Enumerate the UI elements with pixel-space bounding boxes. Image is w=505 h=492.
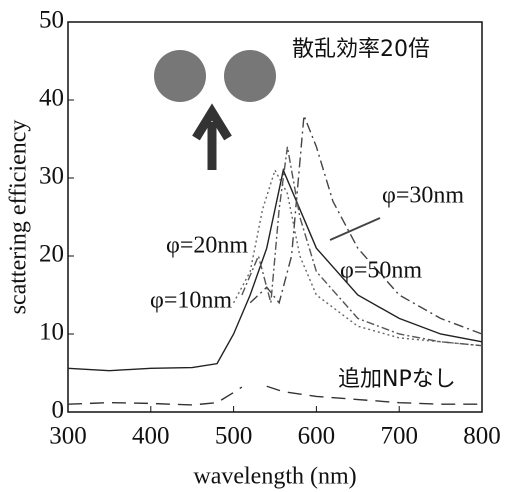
series-label: φ=20nm — [166, 233, 248, 259]
y-tick-label: 30 — [39, 163, 64, 190]
y-tick-label: 0 — [52, 397, 65, 424]
y-tick-label: 10 — [39, 319, 64, 346]
series-line — [232, 168, 483, 347]
series-line — [241, 146, 483, 347]
x-tick-label: 400 — [132, 423, 170, 450]
annotation: 散乱効率20倍 — [292, 37, 430, 62]
y-tick-label: 20 — [39, 241, 64, 268]
y-tick-label: 50 — [39, 7, 64, 34]
series-label: 追加NPなし — [338, 367, 456, 392]
particle-icon — [154, 50, 206, 102]
series-label: φ=30nm — [382, 183, 464, 209]
y-tick-label: 40 — [39, 85, 64, 112]
series-label: φ=10nm — [150, 288, 232, 314]
series-label: φ=50nm — [340, 258, 422, 284]
series-line — [67, 385, 482, 406]
pointer-line — [329, 217, 381, 241]
series-line — [67, 167, 483, 372]
x-tick-label: 700 — [380, 423, 418, 450]
x-axis-label: wavelength (nm) — [193, 464, 356, 490]
series-line — [249, 115, 483, 335]
x-tick-label: 300 — [49, 423, 87, 450]
x-tick-label: 800 — [463, 423, 501, 450]
y-axis-label: scattering efficiency — [6, 120, 32, 315]
plot-frame — [67, 21, 483, 413]
x-tick-label: 600 — [298, 423, 336, 450]
particle-icon — [224, 50, 276, 102]
x-tick-label: 500 — [215, 423, 253, 450]
arrow-icon — [192, 103, 232, 170]
